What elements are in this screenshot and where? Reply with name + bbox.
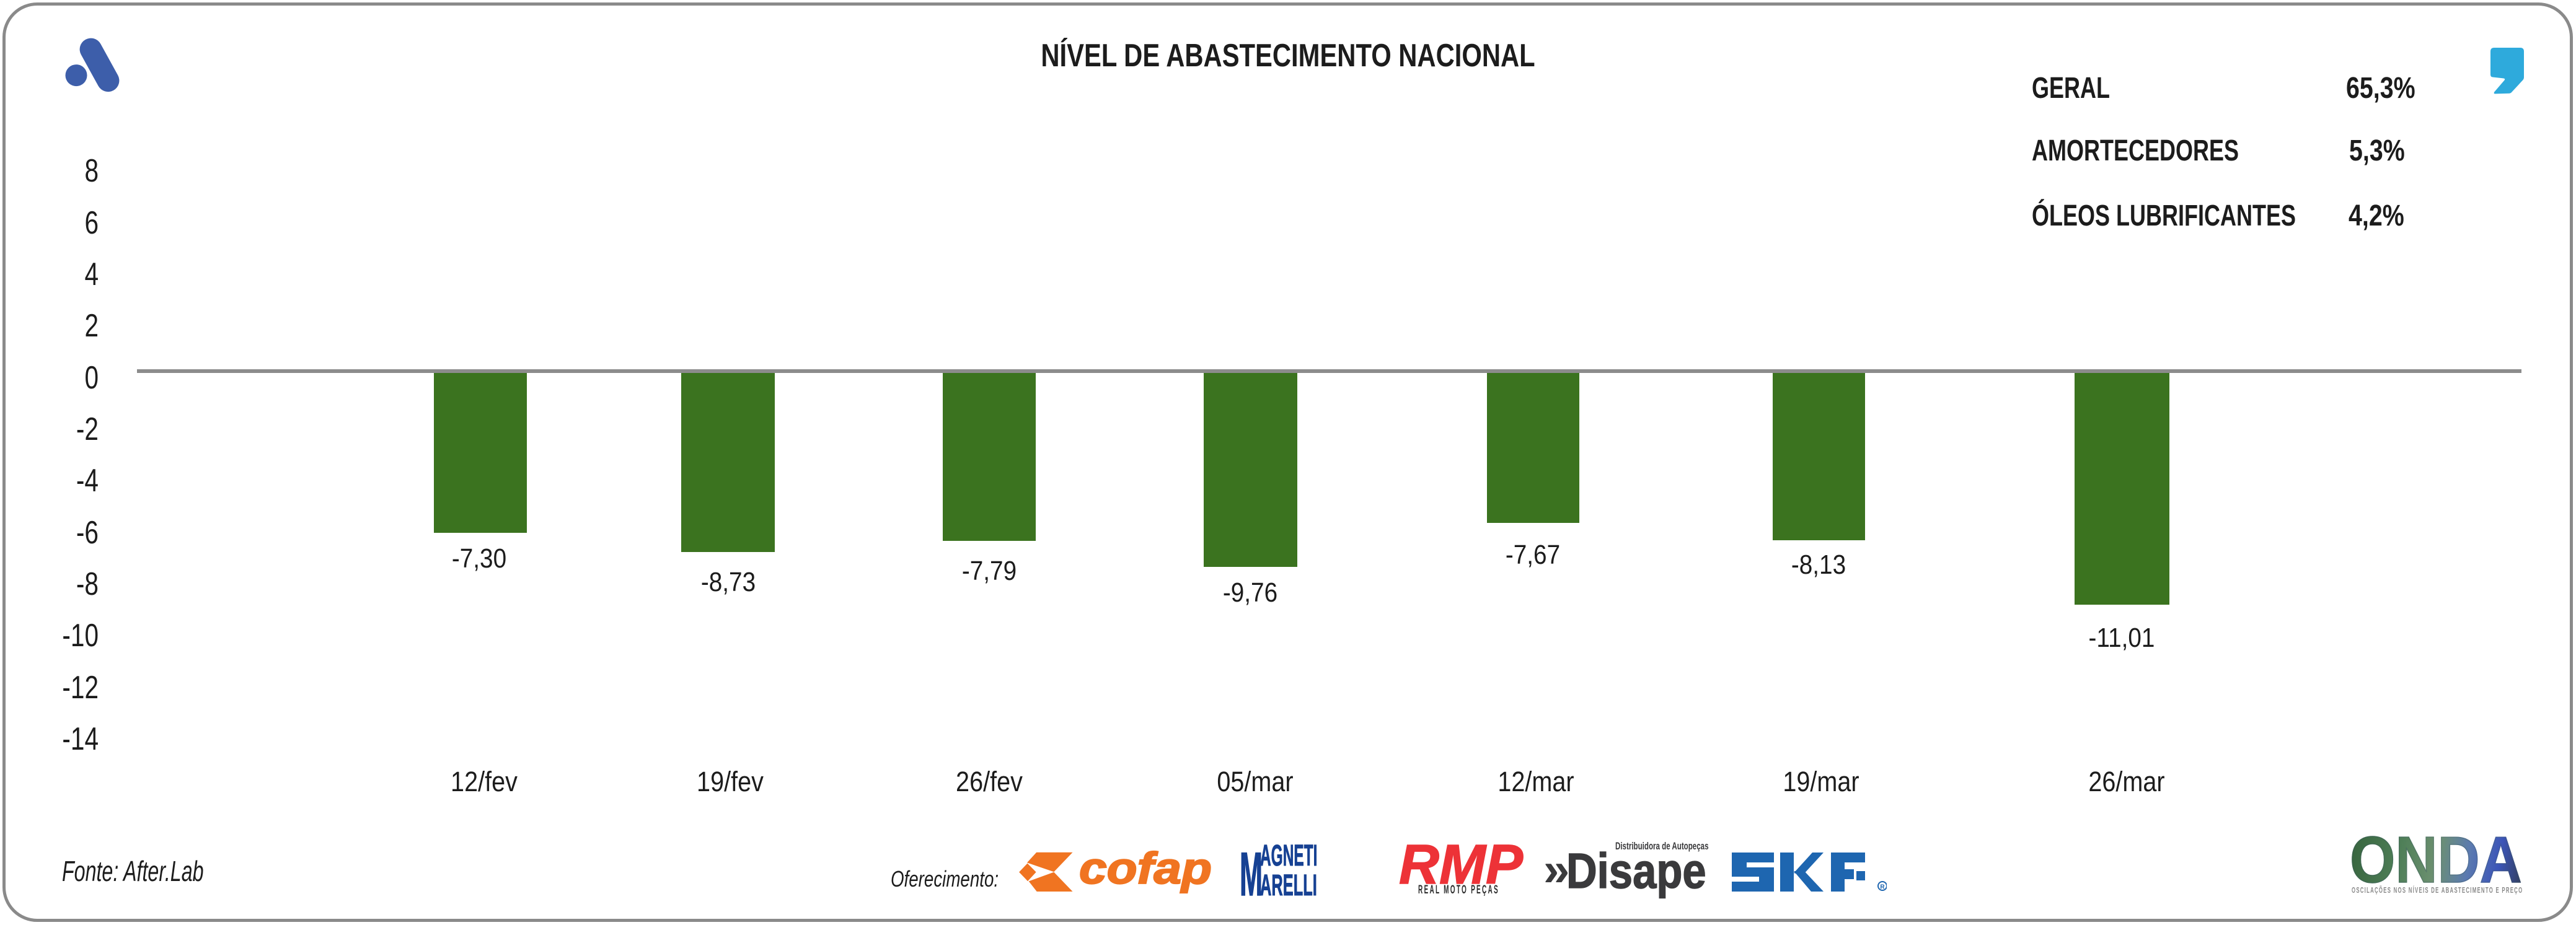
svg-text:R: R	[1880, 884, 1885, 891]
